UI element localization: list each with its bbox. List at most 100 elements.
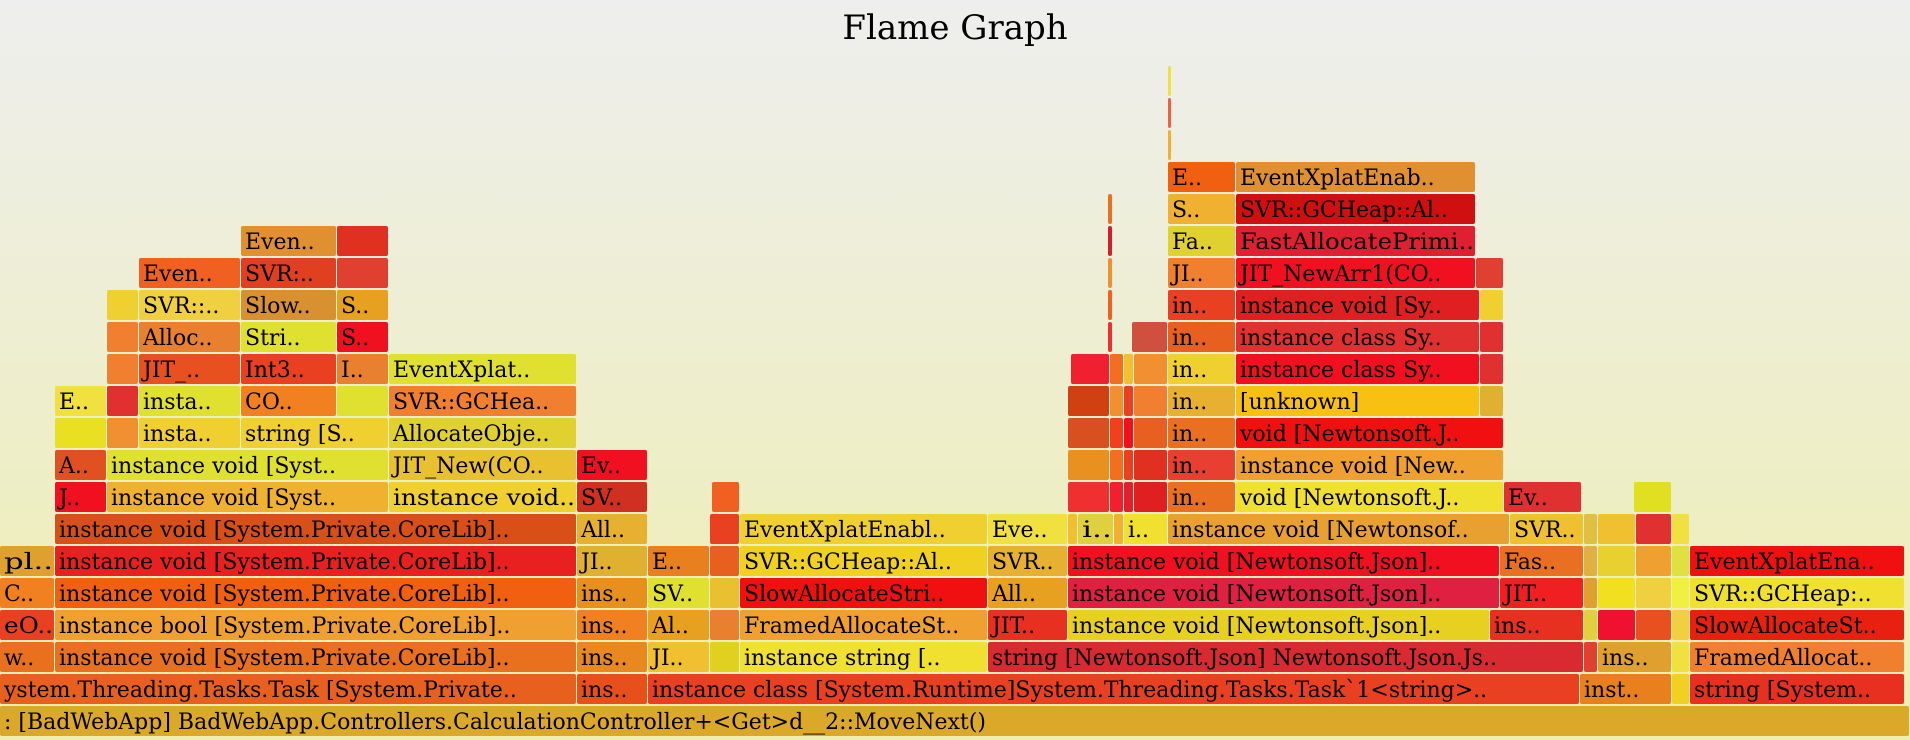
flame-frame[interactable]: S.. bbox=[337, 290, 388, 320]
flame-frame[interactable]: ins.. bbox=[1598, 642, 1671, 672]
flame-frame[interactable] bbox=[337, 258, 388, 288]
flame-frame[interactable] bbox=[1672, 674, 1689, 704]
flame-frame[interactable]: string [Newtonsoft.Json] Newtonsoft.Json… bbox=[988, 642, 1583, 672]
flame-frame[interactable] bbox=[1108, 226, 1112, 256]
flame-frame[interactable]: instance void [New.. bbox=[1236, 450, 1503, 480]
flame-frame[interactable] bbox=[1114, 514, 1123, 544]
flame-frame[interactable]: in.. bbox=[1168, 290, 1235, 320]
flame-frame[interactable]: S.. bbox=[1168, 194, 1235, 224]
flame-frame[interactable]: instance void [Newtonsoft.Json].. bbox=[1068, 610, 1489, 640]
flame-frame[interactable]: Ev.. bbox=[1504, 482, 1581, 512]
flame-frame[interactable]: EventXplatEnab.. bbox=[1236, 162, 1475, 192]
flame-frame[interactable]: instance void [System.Private.CoreLib].. bbox=[55, 642, 576, 672]
flame-frame[interactable] bbox=[1584, 578, 1597, 608]
flame-frame[interactable]: in.. bbox=[1168, 450, 1235, 480]
flame-frame[interactable]: EventXplat.. bbox=[389, 354, 576, 384]
flame-frame[interactable] bbox=[1068, 482, 1109, 512]
flame-frame[interactable]: JIT_New(CO.. bbox=[389, 450, 576, 480]
flame-frame[interactable] bbox=[1108, 322, 1112, 352]
flame-frame[interactable]: E.. bbox=[1168, 162, 1235, 192]
flame-frame[interactable] bbox=[1476, 258, 1503, 288]
flame-frame[interactable] bbox=[1636, 578, 1671, 608]
flame-frame[interactable] bbox=[107, 386, 138, 416]
flame-frame[interactable] bbox=[1480, 322, 1503, 352]
flame-frame[interactable]: in.. bbox=[1168, 386, 1235, 416]
flame-frame[interactable]: EventXplatEnabl.. bbox=[740, 514, 987, 544]
flame-frame[interactable]: instance void [Newtonsoft.Json].. bbox=[1068, 546, 1499, 576]
flame-frame[interactable]: instance void [Syst.. bbox=[107, 482, 388, 512]
flame-frame[interactable]: Int3.. bbox=[241, 354, 336, 384]
flame-frame[interactable]: void [Newtonsoft.J.. bbox=[1236, 418, 1503, 448]
flame-frame[interactable]: JI.. bbox=[577, 546, 647, 576]
flame-frame[interactable] bbox=[107, 290, 138, 320]
flame-frame[interactable]: instance string [.. bbox=[740, 642, 987, 672]
flame-frame[interactable]: in.. bbox=[1168, 482, 1235, 512]
flame-frame[interactable] bbox=[1584, 514, 1597, 544]
flame-frame[interactable]: insta.. bbox=[139, 386, 240, 416]
flame-frame[interactable] bbox=[1584, 546, 1597, 576]
flame-frame[interactable]: Stri.. bbox=[241, 322, 336, 352]
flame-frame[interactable] bbox=[107, 418, 138, 448]
flame-frame[interactable]: instance void [System.Private.CoreLib].. bbox=[55, 546, 576, 576]
flame-frame[interactable]: ins.. bbox=[577, 642, 647, 672]
flame-frame[interactable] bbox=[1134, 450, 1167, 480]
flame-frame[interactable] bbox=[710, 514, 739, 544]
flame-frame[interactable]: SV.. bbox=[577, 482, 647, 512]
flame-frame[interactable]: EventXplatEna.. bbox=[1690, 546, 1904, 576]
flame-frame[interactable]: JIT.. bbox=[988, 610, 1067, 640]
flame-frame[interactable] bbox=[1672, 546, 1689, 576]
flame-frame[interactable] bbox=[1068, 386, 1109, 416]
flame-frame[interactable]: Even.. bbox=[241, 226, 336, 256]
flame-frame[interactable] bbox=[710, 546, 739, 576]
flame-frame[interactable]: Alloc.. bbox=[139, 322, 240, 352]
flame-frame[interactable]: pl.. bbox=[0, 546, 54, 576]
flame-frame[interactable] bbox=[337, 386, 388, 416]
flame-frame[interactable]: ins.. bbox=[577, 578, 647, 608]
flame-frame[interactable] bbox=[1584, 610, 1597, 640]
flame-frame[interactable]: SVR::GCHeap::Al.. bbox=[740, 546, 987, 576]
flame-frame[interactable] bbox=[1068, 514, 1077, 544]
flame-frame[interactable]: SVR::GCHeap:.. bbox=[1690, 578, 1904, 608]
flame-frame[interactable] bbox=[1672, 642, 1689, 672]
flame-frame[interactable]: instance void [System.Private.CoreLib].. bbox=[55, 578, 576, 608]
flame-frame[interactable]: instance class Sy.. bbox=[1236, 322, 1479, 352]
flame-frame[interactable] bbox=[1636, 610, 1671, 640]
flame-frame[interactable]: instance void [Newtonsof.. bbox=[1168, 514, 1509, 544]
flame-frame[interactable]: JIT.. bbox=[1500, 578, 1583, 608]
flame-frame[interactable]: SlowAllocateSt.. bbox=[1690, 610, 1904, 640]
flame-frame[interactable]: All.. bbox=[577, 514, 647, 544]
flame-frame[interactable] bbox=[1636, 546, 1671, 576]
flame-frame[interactable]: i.. bbox=[1078, 514, 1113, 544]
flame-frame[interactable]: instance void [Syst.. bbox=[107, 450, 388, 480]
flame-frame[interactable] bbox=[1110, 482, 1123, 512]
flame-frame[interactable]: FramedAllocat.. bbox=[1690, 642, 1904, 672]
flame-frame[interactable]: ins.. bbox=[577, 674, 647, 704]
flame-frame[interactable]: [unknown] bbox=[1236, 386, 1479, 416]
flame-frame[interactable] bbox=[1132, 322, 1167, 352]
flame-frame[interactable] bbox=[1108, 258, 1112, 288]
flame-frame[interactable] bbox=[1598, 610, 1635, 640]
flame-frame[interactable] bbox=[1110, 418, 1123, 448]
flame-frame[interactable] bbox=[1108, 194, 1112, 224]
flame-frame[interactable] bbox=[1124, 482, 1133, 512]
flame-frame[interactable]: instance bool [System.Private.CoreLib].. bbox=[55, 610, 576, 640]
flame-frame[interactable]: E.. bbox=[55, 386, 106, 416]
flame-frame[interactable] bbox=[1480, 354, 1503, 384]
flame-frame[interactable]: Ev.. bbox=[577, 450, 647, 480]
flame-frame[interactable] bbox=[1134, 354, 1167, 384]
flame-frame[interactable] bbox=[107, 354, 138, 384]
flame-frame[interactable] bbox=[1124, 450, 1133, 480]
flame-frame[interactable] bbox=[1068, 450, 1109, 480]
flame-frame[interactable]: : [BadWebApp] BadWebApp.Controllers.Calc… bbox=[0, 706, 1909, 736]
flame-frame[interactable] bbox=[1480, 290, 1503, 320]
flame-frame[interactable]: I.. bbox=[337, 354, 388, 384]
flame-frame[interactable]: ins.. bbox=[1490, 610, 1583, 640]
flame-frame[interactable] bbox=[1598, 578, 1635, 608]
flame-frame[interactable] bbox=[1134, 482, 1167, 512]
flame-frame[interactable] bbox=[1168, 66, 1171, 96]
flame-frame[interactable]: Al.. bbox=[648, 610, 709, 640]
flame-frame[interactable]: ins.. bbox=[577, 610, 647, 640]
flame-frame[interactable]: FastAllocatePrimi.. bbox=[1236, 226, 1475, 256]
flame-frame[interactable]: JI.. bbox=[648, 642, 709, 672]
flame-frame[interactable]: Even.. bbox=[139, 258, 240, 288]
